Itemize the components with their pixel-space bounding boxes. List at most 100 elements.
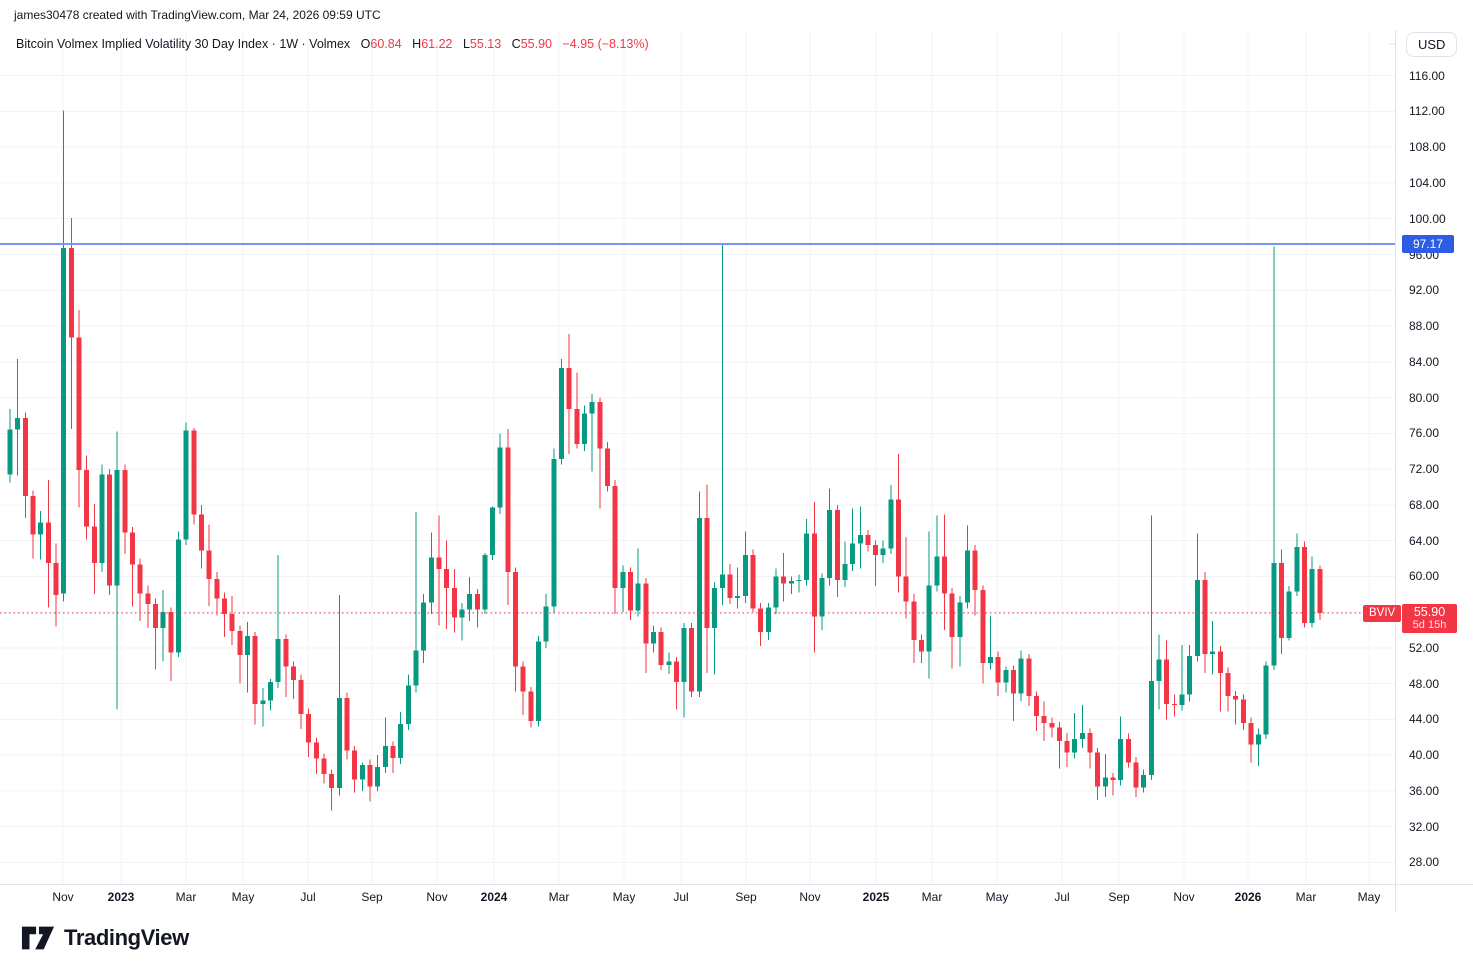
candle-body [451,587,457,618]
candle-body [689,628,695,692]
candle-body [168,612,174,653]
price-tick-label: 36.00 [1409,783,1440,798]
price-tick-label: 48.00 [1409,676,1440,691]
candle-body [1072,739,1078,753]
candlestick-canvas[interactable] [0,30,1395,884]
bviv-symbol-tag[interactable]: BVIV [1363,604,1402,622]
candle-body [22,418,28,496]
candle-body [1049,722,1055,728]
candle-body [857,535,863,544]
candle-body [1240,699,1246,723]
candle-body [543,606,549,642]
candle-body [627,571,633,611]
candle-body [53,562,59,596]
candle-body [252,636,258,705]
time-axis[interactable]: Nov 2023 Mar May Jul Sep Nov 2024 Mar May Jul Sep No… [0,885,1395,911]
candle-body [1110,777,1116,781]
candle-body [137,564,143,594]
price-tick-label: 92.00 [1409,283,1440,298]
candle-body [612,486,618,588]
candle-body [1233,696,1239,700]
candle-body [574,409,580,445]
candle-body [359,764,365,780]
candle-body [30,495,36,535]
candle-body [834,510,840,580]
price-tick-label: 108.00 [1409,140,1446,155]
candle-body [444,569,450,588]
ohlc-open-value: 60.84 [370,37,402,51]
candle-body [321,758,327,774]
price-tick-label: 100.00 [1409,211,1446,226]
price-tick-label: 64.00 [1409,533,1440,548]
tradingview-logo-text: TradingView [64,925,189,950]
candle-body [1164,659,1170,705]
candle-body [283,638,289,667]
candle-body [298,680,304,715]
candle-body [1041,715,1047,723]
candle-body [1033,696,1039,716]
candle-body [413,650,419,686]
candle-body [382,746,388,767]
tradingview-logo[interactable]: TradingView [21,925,189,951]
candle-body [566,368,572,410]
candle-body [244,636,250,656]
currency-usd-button[interactable]: USD [1406,32,1458,57]
candle-body [1079,732,1085,740]
symbol-title[interactable]: Bitcoin Volmex Implied Volatility 30 Day… [16,37,351,51]
price-axis[interactable]: 116.00 112.00 108.00 104.00 100.00 96.00 92.00… [1396,30,1473,884]
candle-body [796,579,802,581]
candle-body [482,554,488,610]
time-tick-month-label: Sep [735,890,757,904]
price-tick-label: 80.00 [1409,390,1440,405]
candle-body [1056,727,1062,741]
candle-body [91,526,97,563]
candle-body [490,507,496,555]
candle-body [505,447,511,572]
candle-body [865,535,871,546]
time-tick-month-label: May [985,890,1009,904]
candle-body [735,596,741,598]
candle-body [1087,732,1093,753]
candle-body [474,594,480,610]
candle-body [199,514,204,551]
candle-body [597,402,603,449]
candle-body [773,576,779,608]
candle-body [942,556,948,594]
candle-body [398,723,404,758]
candle-body [1271,562,1277,666]
candle-body [1102,777,1108,787]
chart-legend: Bitcoin Volmex Implied Volatility 30 Day… [16,37,649,51]
candle-body [214,579,220,599]
candle-body [673,661,679,682]
alert-line-price-label[interactable]: 97.17 [1402,235,1454,254]
chart-pane[interactable]: Bitcoin Volmex Implied Volatility 30 Day… [0,30,1395,909]
candle-body [643,583,649,644]
time-tick-month-label: Nov [1173,890,1195,904]
candle-body [1294,546,1300,592]
time-tick-month-label: Nov [426,890,448,904]
candle-body [926,585,932,652]
time-tick-month-label: Nov [52,890,74,904]
candle-body [428,557,434,603]
candle-body [819,578,825,617]
candle-body [559,368,565,460]
candle-body [405,685,411,724]
candle-body [850,543,856,564]
candle-body [842,563,848,580]
candle-body [1156,659,1162,681]
ohlc-close-label: C55.90 [511,37,552,51]
candle-body [467,594,473,610]
candle-body [1141,774,1147,788]
price-tick-label: 32.00 [1409,819,1440,834]
price-tick-label: 76.00 [1409,426,1440,441]
last-price-label[interactable]: 55.90 5d 15h [1402,603,1457,633]
candle-body [160,612,166,629]
price-tick-label: 52.00 [1409,640,1440,655]
candle-body [206,550,212,580]
candle-body [827,510,833,579]
time-tick-month-label: Jul [1054,890,1070,904]
price-tick-label: 112.00 [1409,104,1445,119]
candle-body [38,522,44,535]
candle-body [880,548,886,555]
candle-body [604,448,610,487]
